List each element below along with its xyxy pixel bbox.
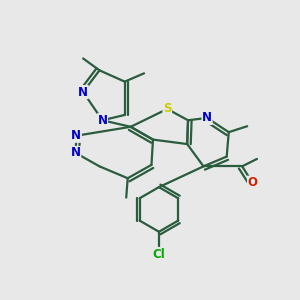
Text: N: N bbox=[202, 111, 212, 124]
Text: N: N bbox=[71, 146, 81, 160]
Text: S: S bbox=[163, 103, 172, 116]
Text: Cl: Cl bbox=[152, 248, 165, 260]
Text: N: N bbox=[71, 129, 81, 142]
Text: N: N bbox=[78, 85, 88, 98]
Text: O: O bbox=[248, 176, 257, 189]
Text: N: N bbox=[98, 114, 107, 127]
